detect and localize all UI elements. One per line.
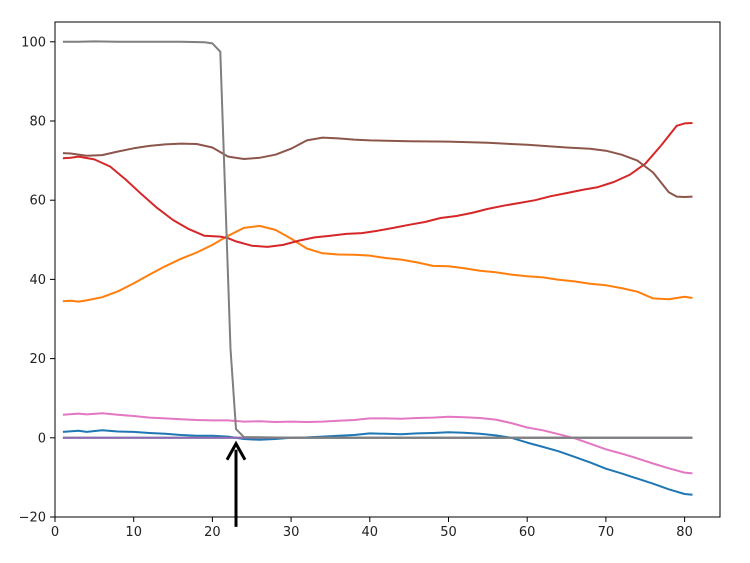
- y-tick-label-80: 80: [29, 115, 46, 130]
- x-tick-label-10: 10: [125, 525, 142, 540]
- y-tick-label-60: 60: [29, 194, 46, 209]
- x-tick-label-0: 0: [51, 525, 59, 540]
- plot-frame: [54, 21, 721, 518]
- series-line-6: [62, 136, 693, 198]
- x-tick-label-30: 30: [283, 525, 300, 540]
- annotation-layer: [225, 440, 247, 527]
- series-line-8: [62, 40, 693, 439]
- series-line-2: [62, 224, 693, 303]
- x-tick-label-70: 70: [598, 525, 615, 540]
- x-tick-label-40: 40: [362, 525, 379, 540]
- x-tick-label-20: 20: [204, 525, 221, 540]
- y-tick-label--20: −20: [19, 511, 46, 526]
- y-tick-label-40: 40: [29, 273, 46, 288]
- series-line-1: [62, 429, 693, 496]
- y-axis: −20 0 20 40 60 80 100: [19, 35, 55, 526]
- series-line-4: [62, 122, 693, 248]
- y-tick-label-20: 20: [29, 352, 46, 367]
- x-axis: 0 10 20 30 40 50 60 70 80: [51, 517, 693, 540]
- y-tick-label-100: 100: [21, 35, 46, 50]
- x-tick-label-60: 60: [519, 525, 536, 540]
- x-tick-label-80: 80: [676, 525, 693, 540]
- x-tick-label-50: 50: [440, 525, 457, 540]
- series-layer: [62, 40, 693, 496]
- y-tick-label-0: 0: [38, 431, 46, 446]
- series-line-7: [62, 412, 693, 475]
- arrow-head: [225, 440, 247, 461]
